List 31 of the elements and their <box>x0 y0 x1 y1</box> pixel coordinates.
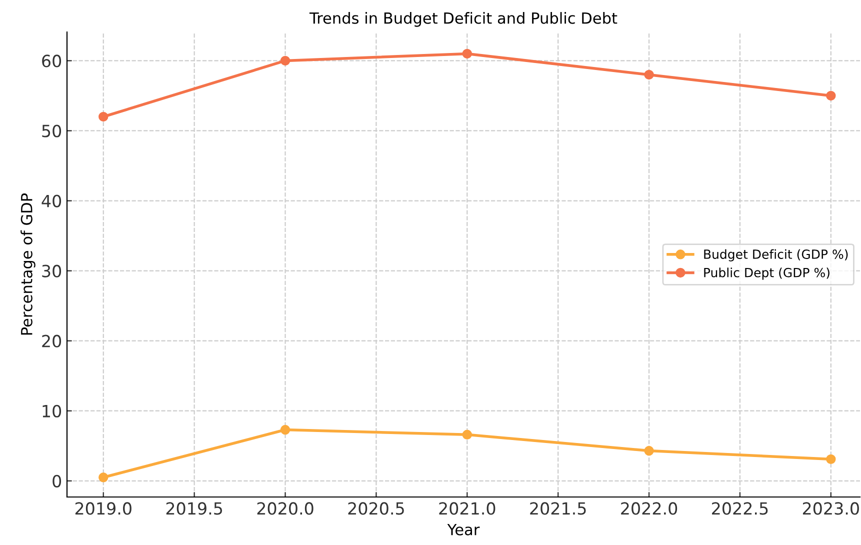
y-tick-label: 30 <box>42 264 62 278</box>
point <box>644 446 654 456</box>
y-axis-title: Percentage of GDP <box>20 193 36 335</box>
y-tick-label: 10 <box>42 404 62 418</box>
point <box>280 56 290 66</box>
point <box>462 48 472 59</box>
x-tick-label: 2019.5 <box>166 502 222 515</box>
y-tick-label: 60 <box>42 54 62 68</box>
point <box>280 424 290 435</box>
point <box>644 70 654 80</box>
x-tick-label: 2023.0 <box>802 502 859 515</box>
x-tick-label: 2020.5 <box>348 502 404 515</box>
x-tick-label: 2021.5 <box>530 502 586 515</box>
point <box>462 430 472 440</box>
y-tick-label: 50 <box>42 124 62 138</box>
legend-label: Budget Deficit (GDP %) <box>704 249 848 262</box>
y-tick-label: 0 <box>52 474 62 488</box>
x-tick-label: 2022.0 <box>621 502 678 515</box>
y-tick-label: 40 <box>42 194 62 208</box>
point <box>98 112 108 122</box>
point <box>826 454 836 464</box>
chart-title: Trends in Budget Deficit and Public Debt <box>309 12 618 27</box>
x-tick-label: 2022.5 <box>712 502 768 515</box>
x-axis-title: Year <box>447 524 480 536</box>
x-tick-label: 2019.0 <box>75 502 132 515</box>
legend-label: Public Dept (GDP %) <box>704 268 830 280</box>
x-tick-label: 2020.0 <box>257 502 314 515</box>
y-tick-label: 20 <box>42 334 62 348</box>
point <box>98 472 108 482</box>
x-tick-label: 2021.0 <box>439 502 496 515</box>
point <box>826 90 836 101</box>
